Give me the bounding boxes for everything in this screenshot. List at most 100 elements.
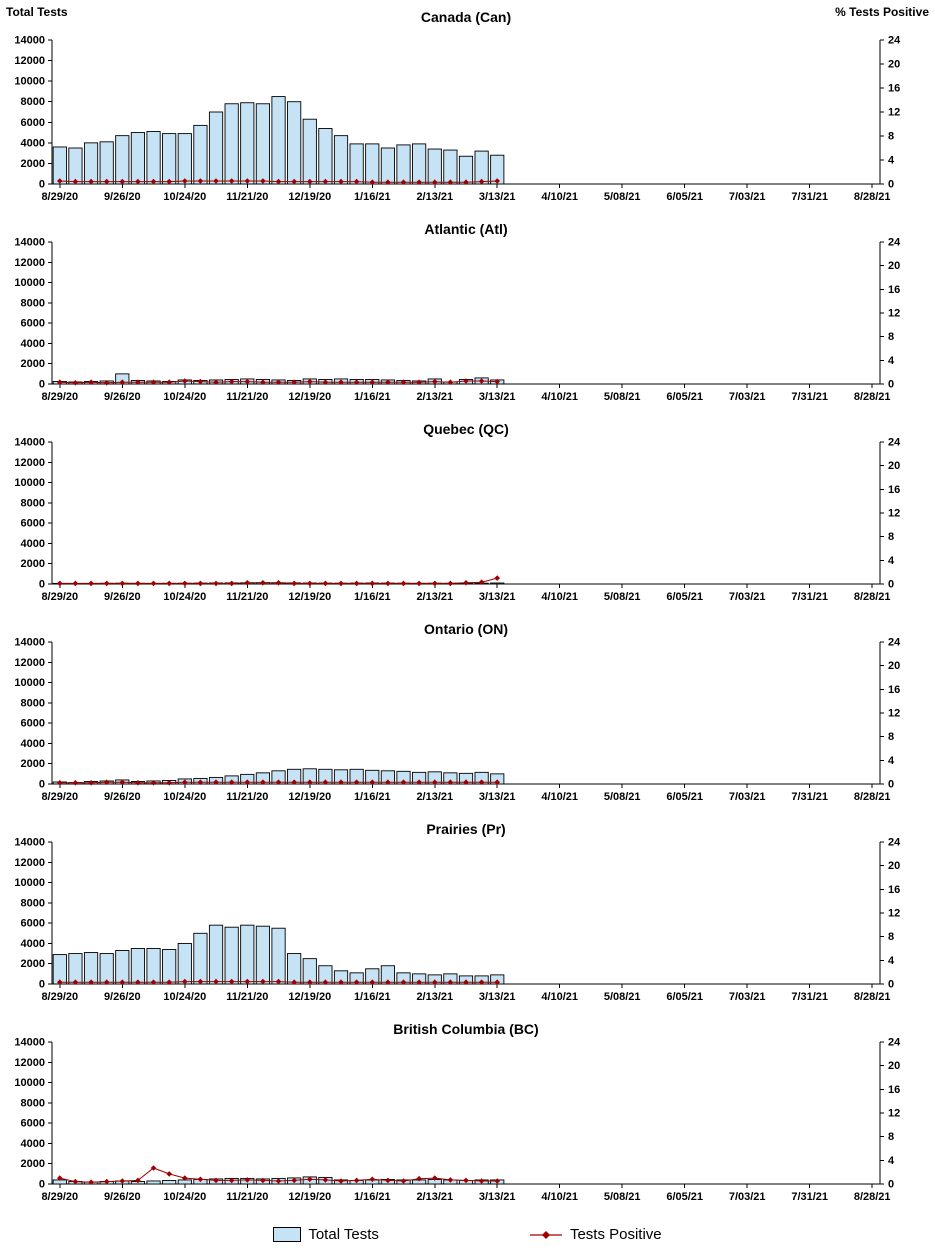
svg-text:5/08/21: 5/08/21 (604, 1191, 641, 1203)
svg-text:10/24/20: 10/24/20 (163, 991, 206, 1003)
svg-text:12: 12 (888, 308, 900, 320)
svg-text:12/19/20: 12/19/20 (288, 191, 331, 203)
svg-text:12000: 12000 (14, 257, 45, 269)
svg-text:24: 24 (888, 837, 901, 849)
svg-text:11/21/20: 11/21/20 (226, 591, 268, 603)
svg-text:14000: 14000 (14, 237, 45, 249)
svg-text:7/31/21: 7/31/21 (791, 991, 828, 1003)
svg-text:2000: 2000 (21, 158, 45, 170)
svg-text:10000: 10000 (14, 477, 45, 489)
svg-text:10000: 10000 (14, 877, 45, 889)
chart-title: Prairies (Pr) (426, 821, 505, 837)
legend-item-total-tests: Total Tests (273, 1226, 379, 1243)
svg-text:12000: 12000 (14, 857, 45, 869)
svg-text:16: 16 (888, 83, 900, 95)
svg-text:5/08/21: 5/08/21 (604, 991, 641, 1003)
svg-text:20: 20 (888, 860, 900, 872)
svg-text:10/24/20: 10/24/20 (163, 591, 206, 603)
svg-text:10000: 10000 (14, 1077, 45, 1089)
svg-text:8/29/20: 8/29/20 (41, 391, 78, 403)
axis-labels: 0 2000 4000 6000 8000 10000 12000 14000 0 4 8 12 16 2… (14, 1037, 901, 1204)
svg-text:4/10/21: 4/10/21 (541, 391, 578, 403)
bars-total-tests (52, 924, 505, 985)
svg-text:0: 0 (888, 179, 894, 191)
svg-text:4000: 4000 (21, 137, 45, 149)
svg-text:7/31/21: 7/31/21 (791, 391, 828, 403)
svg-text:10/24/20: 10/24/20 (163, 191, 206, 203)
svg-text:5/08/21: 5/08/21 (604, 591, 641, 603)
svg-text:14000: 14000 (14, 837, 45, 849)
svg-text:11/21/20: 11/21/20 (226, 191, 268, 203)
svg-text:4000: 4000 (21, 538, 45, 550)
svg-text:1/16/21: 1/16/21 (354, 991, 391, 1003)
svg-text:2000: 2000 (21, 558, 45, 570)
svg-text:4000: 4000 (21, 738, 45, 750)
right-axis-title: % Tests Positive (835, 5, 929, 19)
svg-text:0: 0 (39, 779, 45, 791)
svg-text:12/19/20: 12/19/20 (288, 791, 331, 803)
svg-text:8/28/21: 8/28/21 (854, 591, 891, 603)
svg-text:4/10/21: 4/10/21 (541, 1191, 578, 1203)
svg-text:9/26/20: 9/26/20 (104, 391, 141, 403)
svg-text:10000: 10000 (14, 277, 45, 289)
svg-text:2/13/21: 2/13/21 (416, 991, 453, 1003)
svg-text:6000: 6000 (21, 1118, 45, 1130)
svg-text:24: 24 (888, 637, 901, 649)
svg-text:11/21/20: 11/21/20 (226, 791, 268, 803)
svg-text:1/16/21: 1/16/21 (354, 1191, 391, 1203)
svg-text:7/31/21: 7/31/21 (791, 191, 828, 203)
svg-text:8: 8 (888, 331, 894, 343)
svg-text:16: 16 (888, 1084, 900, 1096)
svg-text:14000: 14000 (14, 1037, 45, 1049)
svg-text:10000: 10000 (14, 677, 45, 689)
svg-text:2000: 2000 (21, 758, 45, 770)
svg-text:2/13/21: 2/13/21 (416, 1191, 453, 1203)
svg-text:8/29/20: 8/29/20 (41, 1191, 78, 1203)
chart-title: Quebec (QC) (423, 421, 509, 437)
svg-text:12000: 12000 (14, 55, 45, 67)
svg-text:12: 12 (888, 1108, 900, 1120)
svg-text:8000: 8000 (21, 297, 45, 309)
svg-text:3/13/21: 3/13/21 (479, 1191, 516, 1203)
svg-text:4000: 4000 (21, 938, 45, 950)
svg-text:10/24/20: 10/24/20 (163, 1191, 206, 1203)
svg-text:0: 0 (39, 579, 45, 591)
chart-title: Atlantic (Atl) (424, 221, 507, 237)
svg-text:7/31/21: 7/31/21 (791, 1191, 828, 1203)
line-tests-positive (57, 575, 500, 587)
svg-text:3/13/21: 3/13/21 (479, 191, 516, 203)
svg-text:8: 8 (888, 531, 894, 543)
chart-quebec-qc: Quebec (QC) 0 2000 4000 6000 8000 10000 12000 14… (14, 421, 901, 603)
svg-text:14000: 14000 (14, 437, 45, 449)
svg-text:11/21/20: 11/21/20 (226, 1191, 268, 1203)
svg-text:12/19/20: 12/19/20 (288, 391, 331, 403)
svg-text:2/13/21: 2/13/21 (416, 391, 453, 403)
svg-text:4: 4 (888, 955, 895, 967)
svg-text:3/13/21: 3/13/21 (479, 791, 516, 803)
svg-text:2/13/21: 2/13/21 (416, 591, 453, 603)
svg-text:8/28/21: 8/28/21 (854, 791, 891, 803)
svg-text:14000: 14000 (14, 637, 45, 649)
svg-text:0: 0 (39, 1179, 45, 1191)
line-tests-positive (57, 178, 500, 185)
svg-text:6000: 6000 (21, 318, 45, 330)
svg-text:12: 12 (888, 908, 900, 920)
svg-text:4000: 4000 (21, 1138, 45, 1150)
svg-text:8: 8 (888, 1131, 894, 1143)
svg-text:9/26/20: 9/26/20 (104, 991, 141, 1003)
svg-text:16: 16 (888, 284, 900, 296)
svg-text:11/21/20: 11/21/20 (226, 991, 268, 1003)
svg-text:1/16/21: 1/16/21 (354, 191, 391, 203)
svg-text:3/13/21: 3/13/21 (479, 591, 516, 603)
svg-text:8: 8 (888, 731, 894, 743)
svg-text:0: 0 (39, 379, 45, 391)
svg-text:0: 0 (39, 179, 45, 191)
line-tests-positive (57, 779, 500, 786)
svg-text:6/05/21: 6/05/21 (666, 191, 703, 203)
svg-text:10/24/20: 10/24/20 (163, 391, 206, 403)
svg-text:8000: 8000 (21, 697, 45, 709)
svg-text:9/26/20: 9/26/20 (104, 791, 141, 803)
axes (48, 1041, 884, 1188)
svg-text:8000: 8000 (21, 1097, 45, 1109)
svg-text:7/31/21: 7/31/21 (791, 791, 828, 803)
